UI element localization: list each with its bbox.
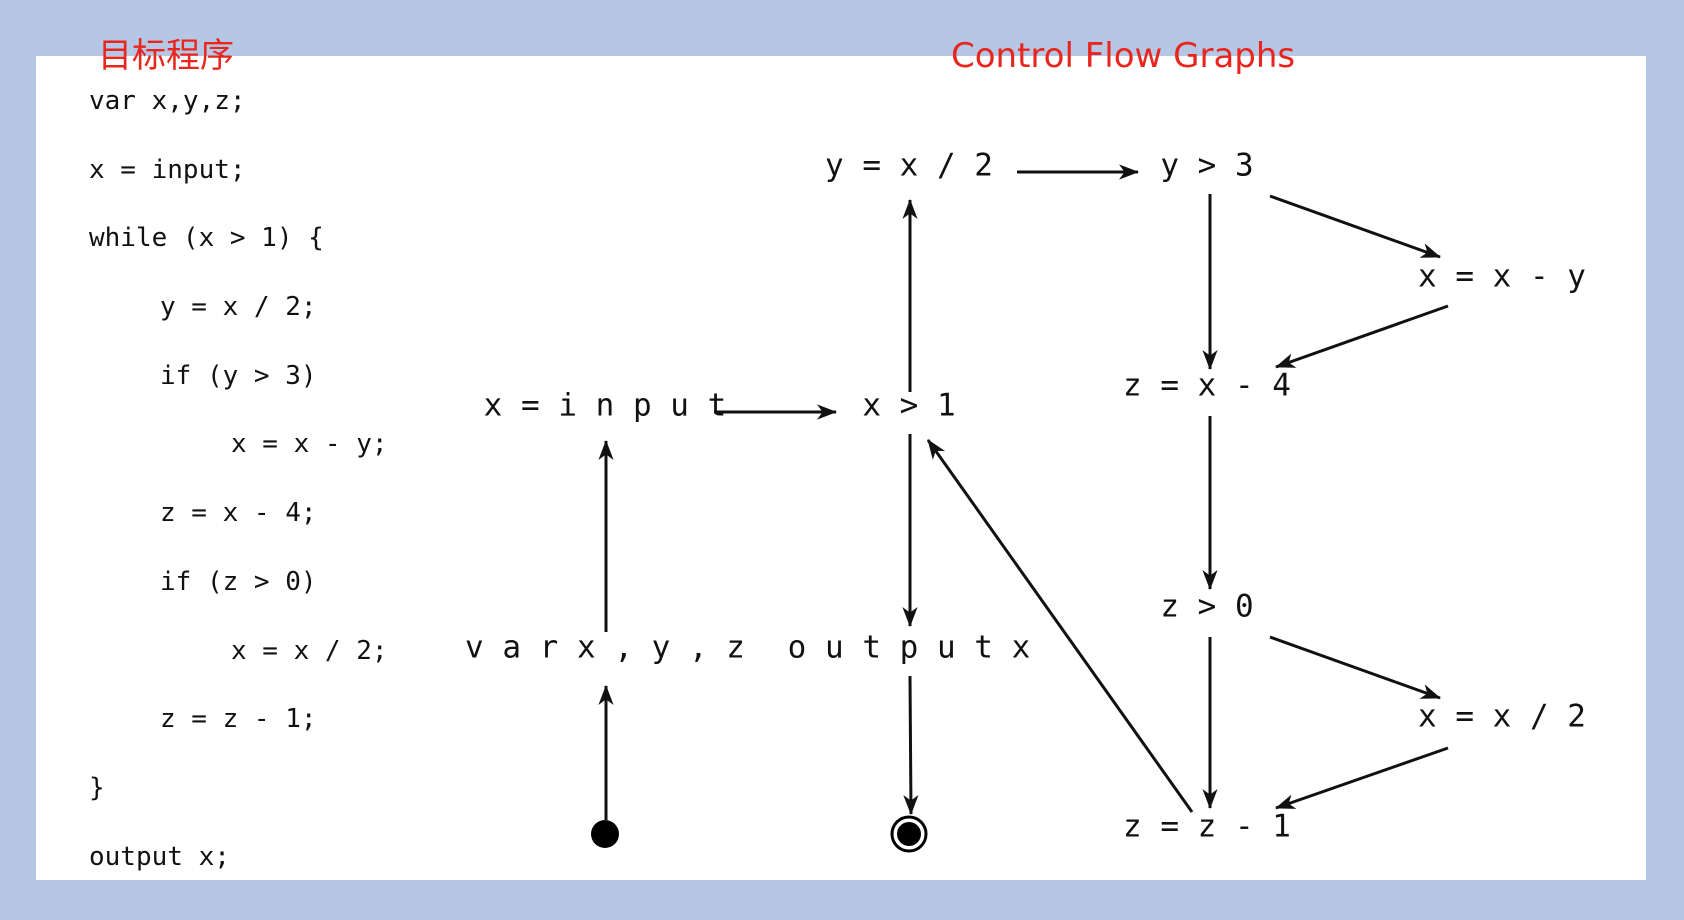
code-line: y = x / 2; [160, 292, 317, 323]
edge-zdec-to-loop [926, 439, 1194, 813]
node-cond1: y > 3 [1160, 148, 1253, 184]
code-line: while (x > 1) { [89, 223, 324, 254]
node-output: o u t p u t x [788, 630, 1031, 666]
code-line: if (z > 0) [160, 566, 317, 597]
code-line: z = z - 1; [160, 704, 317, 735]
node-decl: v a r x , y , z [465, 630, 745, 666]
content-panel [36, 56, 1646, 880]
edge-sub-to-zassign [1275, 304, 1449, 369]
code-line: if (y > 3) [160, 360, 317, 391]
code-line: } [89, 772, 105, 803]
program-title: 目标程序 [98, 36, 234, 76]
code-listing: var x,y,z; x = input; while (x > 1) { y = x… [89, 81, 388, 905]
node-sub: x = x - y [1418, 259, 1586, 295]
code-line: x = x - y; [231, 429, 388, 460]
edge-xdiv-to-zdec [1275, 746, 1449, 810]
cfg-title: Control Flow Graphs [951, 36, 1296, 76]
code-line: z = x - 4; [160, 498, 317, 529]
edge-cond1-to-sub [1269, 194, 1441, 259]
node-loop: x > 1 [862, 388, 955, 424]
edge-output-to-end [903, 675, 919, 815]
code-line: var x,y,z; [89, 86, 246, 116]
node-input: x = i n p u t [484, 388, 727, 424]
node-halve: y = x / 2 [825, 148, 993, 184]
code-line: x = input; [89, 154, 246, 185]
code-line: x = x / 2; [231, 635, 388, 666]
node-xdiv: x = x / 2 [1418, 699, 1586, 735]
node-cond2: z > 0 [1160, 589, 1253, 625]
start-node [591, 820, 619, 848]
node-zassign: z = x - 4 [1123, 368, 1291, 404]
edge-cond2-to-xdiv [1269, 635, 1441, 700]
cfg-nodes: v a r x , y , z x = i n p u t x > 1 y = x /… [465, 148, 1586, 853]
end-node [890, 815, 928, 853]
cfg-edges [598, 164, 1449, 820]
node-zdec: z = z - 1 [1123, 809, 1291, 845]
code-line: output x; [89, 841, 230, 872]
